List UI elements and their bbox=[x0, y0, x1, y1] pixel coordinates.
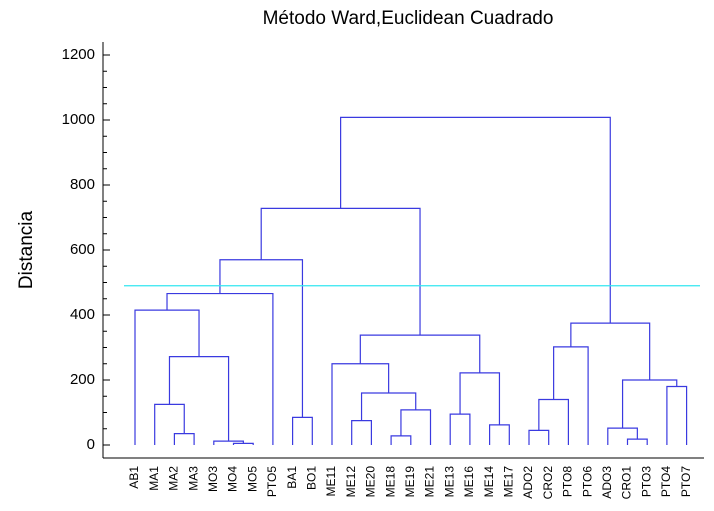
chart-title: Método Ward,Euclidean Cuadrado bbox=[263, 8, 554, 29]
y-tick-label: 200 bbox=[70, 371, 95, 388]
leaf-label: MA1 bbox=[147, 466, 161, 491]
y-tick-label: 600 bbox=[70, 241, 95, 258]
leaf-label: ME11 bbox=[324, 466, 338, 497]
dendrogram-link bbox=[607, 427, 638, 445]
dendrogram-link bbox=[134, 309, 200, 445]
dendrogram-link bbox=[292, 416, 313, 445]
leaf-label: ADO2 bbox=[521, 466, 535, 499]
dendrogram-link bbox=[449, 413, 471, 445]
dendrogram-link bbox=[331, 363, 390, 445]
dendrogram-link bbox=[168, 356, 230, 442]
dendrogram-link bbox=[154, 403, 185, 445]
leaf-label: ME18 bbox=[383, 466, 397, 498]
dendrogram-link bbox=[260, 207, 421, 336]
y-axis-label: Distancia bbox=[16, 211, 37, 290]
leaf-label: ADO3 bbox=[600, 466, 614, 499]
leaf-label: ME16 bbox=[462, 466, 476, 498]
dendrogram-link bbox=[621, 379, 678, 429]
dendrogram-link bbox=[570, 322, 651, 380]
dendrogram-link bbox=[166, 292, 274, 445]
y-tick-label: 1000 bbox=[62, 111, 95, 128]
leaf-label: ME14 bbox=[482, 466, 496, 498]
leaf-label: MA3 bbox=[186, 466, 200, 491]
dendrogram-link bbox=[538, 398, 569, 445]
dendrogram-link bbox=[340, 116, 611, 324]
leaf-label: ME20 bbox=[364, 466, 378, 498]
dendrogram-link bbox=[459, 372, 501, 425]
leaf-label: MO3 bbox=[206, 466, 220, 492]
leaf-label: AB1 bbox=[127, 466, 141, 489]
dendrogram-link bbox=[390, 435, 412, 445]
leaf-label: ME19 bbox=[403, 466, 417, 498]
leaf-label: PTO8 bbox=[561, 466, 575, 497]
leaf-label: PTO6 bbox=[580, 466, 594, 497]
dendrogram-link bbox=[232, 442, 254, 445]
dendrogram-link bbox=[359, 334, 481, 373]
dendrogram-link bbox=[219, 259, 304, 418]
leaf-label: BA1 bbox=[285, 466, 299, 489]
leaf-label: MO4 bbox=[226, 466, 240, 492]
leaf-label: ME12 bbox=[344, 466, 358, 498]
dendrogram-link bbox=[173, 433, 195, 445]
dendrogram-link bbox=[400, 409, 432, 445]
leaf-label: PTO5 bbox=[265, 466, 279, 497]
dendrogram-link bbox=[528, 429, 550, 445]
dendrogram-link bbox=[360, 392, 417, 421]
leaf-label: MA2 bbox=[167, 466, 181, 491]
leaf-label: CRO1 bbox=[620, 466, 634, 500]
leaf-label: MO5 bbox=[245, 466, 259, 492]
y-tick-label: 1200 bbox=[62, 46, 95, 63]
y-tick-label: 800 bbox=[70, 176, 95, 193]
y-tick-label: 400 bbox=[70, 306, 95, 323]
leaf-label: CRO2 bbox=[541, 466, 555, 500]
dendrogram-link bbox=[553, 346, 589, 445]
dendrogram-link bbox=[666, 385, 688, 445]
dendrogram-link bbox=[626, 438, 648, 445]
leaf-label: BO1 bbox=[304, 466, 318, 490]
dendrogram-link bbox=[489, 424, 510, 445]
leaf-label: PTO4 bbox=[659, 466, 673, 497]
dendrogram-link bbox=[351, 420, 372, 445]
y-tick-label: 0 bbox=[87, 436, 95, 453]
leaf-label: ME13 bbox=[442, 466, 456, 498]
leaf-label: PTO7 bbox=[679, 466, 693, 497]
leaf-label: PTO3 bbox=[639, 466, 653, 497]
leaf-label: ME21 bbox=[423, 466, 437, 498]
leaf-label: ME17 bbox=[501, 466, 515, 498]
